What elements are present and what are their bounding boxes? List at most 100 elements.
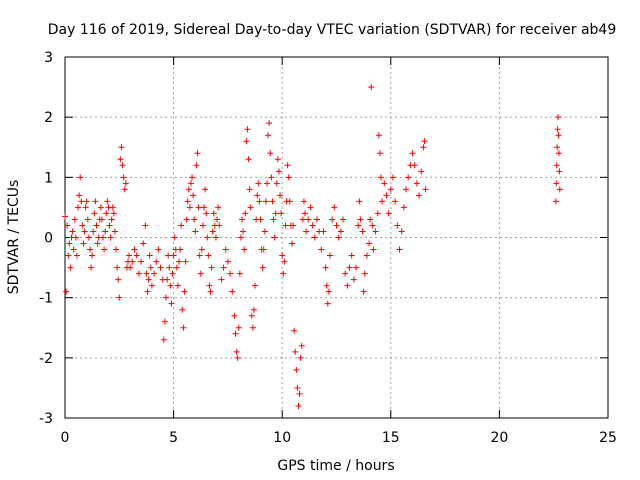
data-point: [403, 186, 410, 193]
data-point: [369, 222, 376, 229]
y-tick-label: -1: [39, 291, 53, 307]
data-point: [170, 252, 177, 259]
data-point: [333, 222, 340, 229]
data-point: [198, 246, 205, 253]
data-point: [246, 186, 253, 193]
data-point: [113, 246, 120, 253]
data-point: [389, 174, 396, 181]
data-point: [335, 234, 342, 241]
data-point: [394, 222, 401, 229]
data-point: [179, 306, 186, 313]
data-point: [357, 216, 364, 223]
data-points: [62, 84, 563, 409]
data-point: [262, 198, 269, 205]
data-point: [280, 270, 287, 277]
data-point: [214, 216, 221, 223]
data-point: [111, 228, 118, 235]
data-point: [313, 216, 320, 223]
data-point: [244, 126, 251, 133]
data-point: [320, 228, 327, 235]
data-point: [148, 282, 155, 289]
data-point: [119, 162, 126, 169]
data-point: [140, 240, 147, 247]
data-point: [307, 204, 314, 211]
data-point: [290, 222, 297, 229]
data-point: [201, 204, 208, 211]
data-point: [176, 258, 183, 265]
data-point: [86, 246, 93, 253]
data-point: [261, 228, 268, 235]
data-point: [392, 198, 399, 205]
data-point: [376, 150, 383, 157]
data-point: [411, 162, 418, 169]
data-point: [285, 174, 292, 181]
data-point: [255, 180, 262, 187]
data-point: [90, 228, 97, 235]
data-point: [206, 282, 213, 289]
data-point: [405, 174, 412, 181]
data-point: [398, 228, 405, 235]
data-point: [363, 252, 370, 259]
data-point: [101, 246, 108, 253]
data-point: [133, 252, 140, 259]
data-point: [76, 192, 83, 199]
data-point: [284, 162, 291, 169]
data-point: [257, 216, 264, 223]
data-point: [155, 246, 162, 253]
data-point: [234, 354, 241, 361]
data-point: [75, 204, 82, 211]
data-point: [329, 216, 336, 223]
data-point: [233, 348, 240, 355]
data-point: [72, 234, 79, 241]
y-tick-label: 2: [44, 110, 53, 126]
data-point: [92, 198, 99, 205]
data-point: [241, 246, 248, 253]
data-point: [556, 168, 563, 175]
data-point: [191, 216, 198, 223]
data-point: [195, 204, 202, 211]
data-point: [144, 288, 151, 295]
data-point: [91, 210, 98, 217]
data-point: [291, 327, 298, 334]
data-point: [173, 264, 180, 271]
data-point: [245, 156, 252, 163]
data-point: [78, 198, 85, 205]
data-point: [239, 216, 246, 223]
data-point: [187, 180, 194, 187]
data-point: [324, 300, 331, 307]
data-point: [318, 246, 325, 253]
data-point: [378, 174, 385, 181]
data-point: [281, 258, 288, 265]
data-point: [295, 402, 302, 409]
data-point: [73, 252, 80, 259]
data-point: [174, 282, 181, 289]
data-point: [292, 348, 299, 355]
data-point: [108, 216, 115, 223]
data-point: [203, 210, 210, 217]
data-point: [157, 264, 164, 271]
data-point: [385, 210, 392, 217]
data-point: [185, 186, 192, 193]
data-point: [552, 198, 559, 205]
data-point: [555, 150, 562, 157]
data-point: [71, 216, 78, 223]
data-point: [67, 264, 74, 271]
data-point: [323, 282, 330, 289]
data-point: [82, 204, 89, 211]
data-point: [418, 168, 425, 175]
data-point: [186, 204, 193, 211]
data-point: [117, 156, 124, 163]
data-point: [199, 222, 206, 229]
data-point: [202, 186, 209, 193]
data-point: [171, 234, 178, 241]
x-tick-label: 5: [169, 430, 178, 446]
data-point: [135, 270, 142, 277]
data-point: [422, 186, 429, 193]
data-point: [62, 213, 68, 220]
data-point: [353, 264, 360, 271]
data-point: [235, 324, 242, 331]
data-point: [85, 234, 92, 241]
data-point: [184, 198, 191, 205]
data-point: [218, 276, 225, 283]
data-point: [355, 222, 362, 229]
